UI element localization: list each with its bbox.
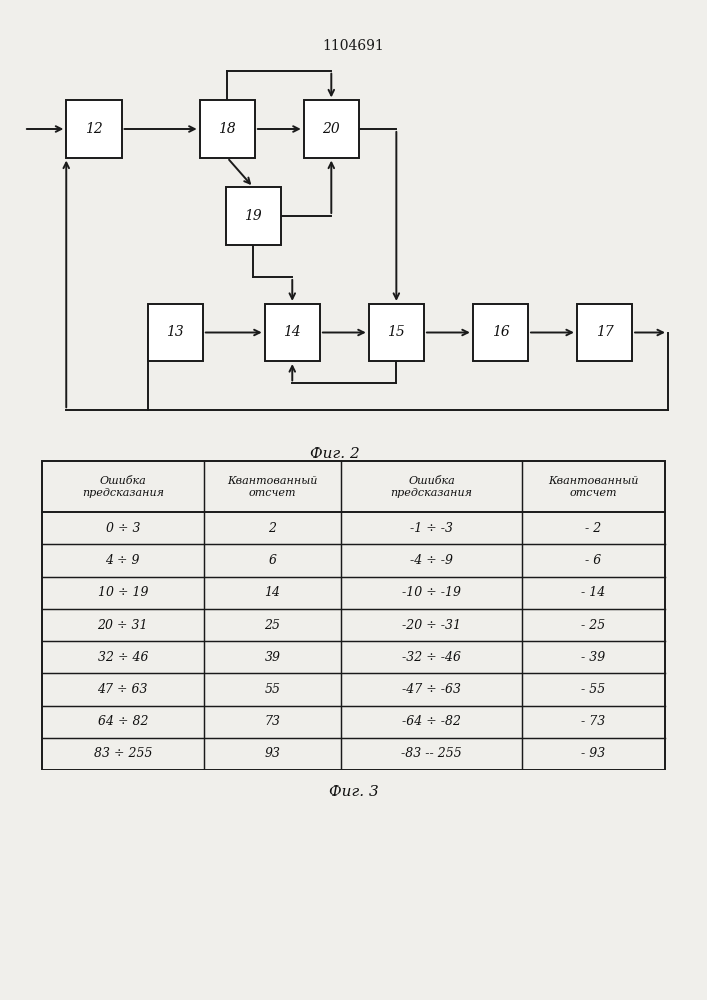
Text: 13: 13 — [166, 326, 184, 340]
Text: 15: 15 — [387, 326, 405, 340]
Text: 18: 18 — [218, 122, 236, 136]
Text: - 25: - 25 — [581, 619, 606, 632]
Text: 73: 73 — [264, 715, 281, 728]
Text: 17: 17 — [595, 326, 614, 340]
Text: 14: 14 — [264, 586, 281, 599]
Text: 4 ÷ 9: 4 ÷ 9 — [105, 554, 140, 567]
Text: -83 -- 255: -83 -- 255 — [401, 747, 462, 760]
Text: Фиг. 2: Фиг. 2 — [310, 447, 359, 461]
Text: -32 ÷ -46: -32 ÷ -46 — [402, 651, 461, 664]
Text: 19: 19 — [245, 209, 262, 223]
Bar — [369, 304, 424, 361]
Text: - 55: - 55 — [581, 683, 606, 696]
Bar — [148, 304, 203, 361]
Bar — [304, 100, 359, 158]
Text: -20 ÷ -31: -20 ÷ -31 — [402, 619, 461, 632]
Bar — [199, 100, 255, 158]
Text: Квантованный
отсчет: Квантованный отсчет — [227, 476, 317, 498]
Text: 64 ÷ 82: 64 ÷ 82 — [98, 715, 148, 728]
Text: - 73: - 73 — [581, 715, 606, 728]
Text: 12: 12 — [85, 122, 103, 136]
Text: 47 ÷ 63: 47 ÷ 63 — [98, 683, 148, 696]
Text: - 6: - 6 — [585, 554, 602, 567]
Text: 25: 25 — [264, 619, 281, 632]
Text: 39: 39 — [264, 651, 281, 664]
Text: 0 ÷ 3: 0 ÷ 3 — [105, 522, 140, 535]
Bar — [473, 304, 528, 361]
Text: 93: 93 — [264, 747, 281, 760]
Text: -1 ÷ -3: -1 ÷ -3 — [410, 522, 453, 535]
Text: -64 ÷ -82: -64 ÷ -82 — [402, 715, 461, 728]
Text: 2: 2 — [269, 522, 276, 535]
Bar — [577, 304, 632, 361]
Text: -47 ÷ -63: -47 ÷ -63 — [402, 683, 461, 696]
Text: -4 ÷ -9: -4 ÷ -9 — [410, 554, 453, 567]
Text: 20: 20 — [322, 122, 340, 136]
Text: Фиг. 3: Фиг. 3 — [329, 785, 378, 799]
Text: - 2: - 2 — [585, 522, 602, 535]
Text: 55: 55 — [264, 683, 281, 696]
Text: 83 ÷ 255: 83 ÷ 255 — [93, 747, 152, 760]
Text: - 93: - 93 — [581, 747, 606, 760]
Text: 32 ÷ 46: 32 ÷ 46 — [98, 651, 148, 664]
Text: 6: 6 — [269, 554, 276, 567]
Text: 14: 14 — [284, 326, 301, 340]
Bar — [264, 304, 320, 361]
Text: - 14: - 14 — [581, 586, 606, 599]
Bar — [226, 187, 281, 245]
Text: Ошибка
предсказания: Ошибка предсказания — [390, 476, 472, 498]
Bar — [66, 100, 122, 158]
Text: Квантованный
отсчет: Квантованный отсчет — [549, 476, 638, 498]
Text: 20 ÷ 31: 20 ÷ 31 — [98, 619, 148, 632]
Text: 16: 16 — [491, 326, 509, 340]
Text: 1104691: 1104691 — [322, 39, 385, 53]
Text: - 39: - 39 — [581, 651, 606, 664]
Text: Ошибка
предсказания: Ошибка предсказания — [82, 476, 164, 498]
Text: 10 ÷ 19: 10 ÷ 19 — [98, 586, 148, 599]
Text: -10 ÷ -19: -10 ÷ -19 — [402, 586, 461, 599]
